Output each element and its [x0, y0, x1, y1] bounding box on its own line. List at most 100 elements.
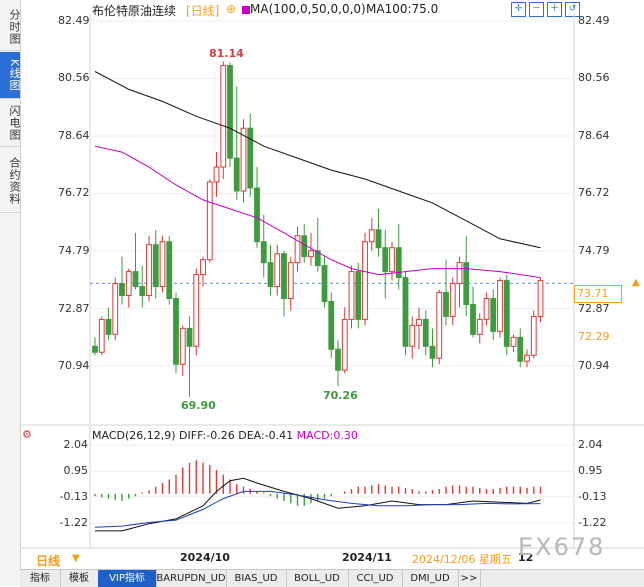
tab-boll[interactable]: BOLL_UD [286, 570, 349, 587]
candle-body [476, 318, 483, 335]
high-annotation: 81.14 [209, 47, 244, 60]
candle-body [335, 348, 341, 371]
candle-body [152, 244, 159, 288]
candle-body [368, 229, 375, 243]
date-label: 2024/11 [342, 551, 392, 564]
tab-cci[interactable]: CCI_UD [348, 570, 403, 587]
candle-body [112, 283, 119, 335]
macd-dea: DEA:-0.41 [238, 429, 294, 442]
tab-contract-info[interactable]: 合约资料 [0, 150, 21, 213]
macd-tick-left: -0.13 [59, 490, 88, 503]
candle-body [254, 187, 260, 243]
candle-body [179, 327, 186, 365]
candle-body [321, 265, 328, 302]
candle-body [429, 345, 436, 359]
macd-tick-right: 0.95 [578, 464, 603, 477]
low-annotation-1: 69.90 [181, 399, 216, 412]
tab-barupdn[interactable]: BARUPDN_UD [156, 570, 227, 587]
candle-body [227, 65, 233, 159]
period-badge[interactable]: [日线] [186, 4, 220, 18]
candle-body [490, 297, 497, 332]
price-tick-left: 82.49 [58, 14, 90, 27]
tab-bias[interactable]: BIAS_UD [226, 570, 287, 587]
candle-body [281, 253, 287, 299]
candle-body [355, 271, 362, 320]
tab-kline[interactable]: K线图 [0, 52, 21, 99]
price-tick-left: 76.72 [58, 186, 90, 199]
candle-body [443, 292, 449, 317]
macd-legend: MACD(26,12,9) DIFF:-0.26 DEA:-0.41 MACD:… [92, 429, 358, 442]
candle-body [159, 241, 166, 288]
candle-body [125, 271, 132, 297]
candle-body [98, 318, 105, 353]
candle-body [92, 345, 98, 353]
candle-body [200, 259, 206, 276]
candle-body [220, 65, 227, 168]
macd-tick-left: 0.95 [63, 464, 89, 477]
zoom-out-icon[interactable]: － [529, 2, 544, 17]
candle-body [105, 318, 112, 335]
candle-body [510, 336, 517, 347]
candle-body [119, 283, 125, 297]
date-label: 12 [518, 551, 534, 564]
macd-tick-right: -1.22 [578, 516, 607, 529]
candle-body [409, 324, 416, 347]
period-dropdown-icon[interactable]: ▼ [72, 553, 80, 564]
candle-body [348, 271, 355, 320]
date-label: 2024/10 [180, 551, 230, 564]
candle-body [186, 327, 193, 347]
tab-vip-indicators[interactable]: VIP指标 [98, 570, 157, 587]
price-tick-right: 80.56 [578, 71, 610, 84]
indicator-tab-bar: 指标 模板 VIP指标 BARUPDN_UD BIAS_UD BOLL_UD C… [20, 569, 644, 587]
price-tick-right: 74.79 [578, 244, 610, 257]
macd-value: MACD:0.30 [296, 429, 358, 442]
tab-templates[interactable]: 模板 [60, 570, 99, 587]
tab-lightning[interactable]: 闪电图 [0, 100, 21, 147]
macd-title: MACD(26,12,9) [92, 429, 176, 442]
candle-body [213, 166, 220, 183]
candle-body [146, 244, 152, 297]
candle-body [524, 354, 530, 362]
tab-dmi[interactable]: DMI_UD [402, 570, 459, 587]
candle-body [233, 157, 240, 192]
crosshair-icon[interactable]: ✛ [511, 2, 526, 17]
restore-icon[interactable]: ↺ [565, 2, 580, 17]
candle-body [422, 318, 429, 347]
candle-body [260, 241, 267, 264]
candle-body [530, 315, 537, 356]
zoom-in-icon[interactable]: ＋ [547, 2, 562, 17]
price-tick-left: 78.64 [58, 129, 90, 142]
add-indicator-icon[interactable]: ⊕ [226, 2, 237, 16]
candle-body [267, 262, 274, 288]
candle-body [341, 318, 348, 371]
price-tick-right: 70.94 [578, 359, 610, 372]
candle-body [139, 286, 146, 297]
tab-indicators[interactable]: 指标 [20, 570, 61, 587]
instrument-title: 布伦特原油连续 [92, 4, 177, 18]
low-annotation-2: 70.26 [323, 389, 358, 402]
candle-body [132, 271, 139, 288]
macd-settings-icon[interactable]: ⚙ [22, 428, 32, 441]
macd-tick-left: -1.22 [59, 516, 88, 529]
macd-tick-right: -0.13 [578, 490, 607, 503]
candle-body [375, 229, 382, 249]
candle-body [240, 127, 247, 192]
candle-body [206, 181, 213, 261]
candle-body [362, 241, 368, 320]
tab-more[interactable]: >> [458, 570, 481, 587]
cursor-date: 2024/12/06 星期五 [412, 553, 512, 566]
candle-body [483, 297, 490, 320]
macd-diff: DIFF:-0.26 [179, 429, 235, 442]
candle-body [517, 336, 524, 362]
candle-body [449, 283, 456, 317]
candle-body [287, 262, 294, 299]
price-tick-right: 78.64 [578, 129, 610, 142]
price-tick-left: 72.87 [58, 302, 90, 315]
price-up-arrow-icon: ▲ [632, 277, 640, 288]
tab-timeshare[interactable]: 分时图 [0, 4, 21, 51]
price-tick-right: 82.49 [578, 14, 610, 27]
price-tick-right: 72.87 [578, 302, 610, 315]
period-selector[interactable]: 日线 [36, 554, 61, 568]
prev-price-label: 72.29 [578, 330, 610, 343]
